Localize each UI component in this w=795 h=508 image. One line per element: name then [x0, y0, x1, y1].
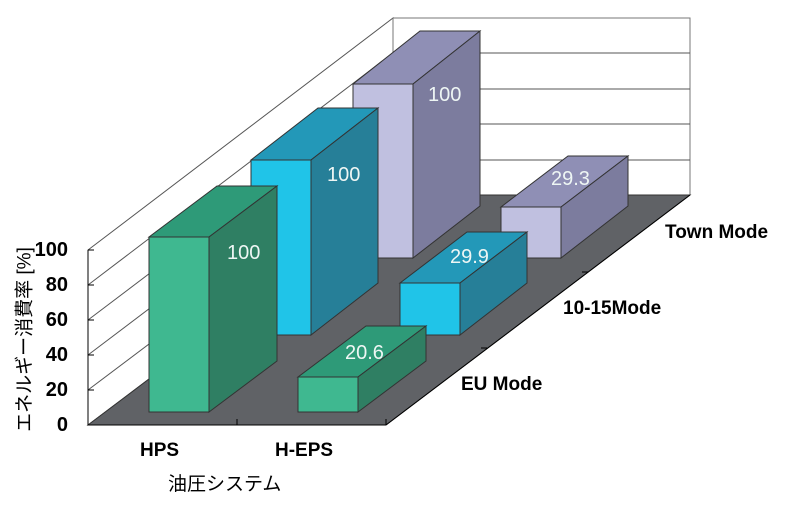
category-label-heps: H-EPS: [275, 440, 334, 461]
bar-heps-town-mode: [499, 154, 630, 260]
y-tick-20: 20: [45, 379, 68, 401]
bar-hps-eu-mode: [147, 185, 279, 413]
x-axis-title: 油圧システム: [168, 474, 282, 495]
y-tick-0: 0: [56, 414, 68, 436]
value-label-heps-eu: 20.6: [345, 342, 384, 364]
series-label-town-mode: Town Mode: [665, 222, 769, 243]
series-label-eu-mode: EU Mode: [461, 374, 543, 395]
value-label-hps-eu: 100: [227, 242, 261, 264]
value-label-heps-town: 29.3: [551, 168, 590, 190]
y-tick-60: 60: [45, 309, 68, 331]
value-label-hps-town: 100: [428, 84, 462, 106]
y-tick-40: 40: [45, 344, 68, 366]
bar-heps-10-15-mode: [398, 230, 529, 337]
y-axis-title: エネルギー消費率 [%]: [14, 247, 36, 432]
category-label-hps: HPS: [140, 440, 180, 461]
value-label-hps-10-15: 100: [327, 164, 361, 186]
bar-heps-eu-mode: [296, 325, 428, 413]
y-tick-80: 80: [45, 274, 68, 296]
y-tick-100: 100: [34, 239, 68, 261]
axis-ticks: [87, 194, 691, 426]
value-label-heps-10-15: 29.9: [450, 246, 489, 268]
series-label-10-15-mode: 10-15Mode: [563, 298, 662, 319]
